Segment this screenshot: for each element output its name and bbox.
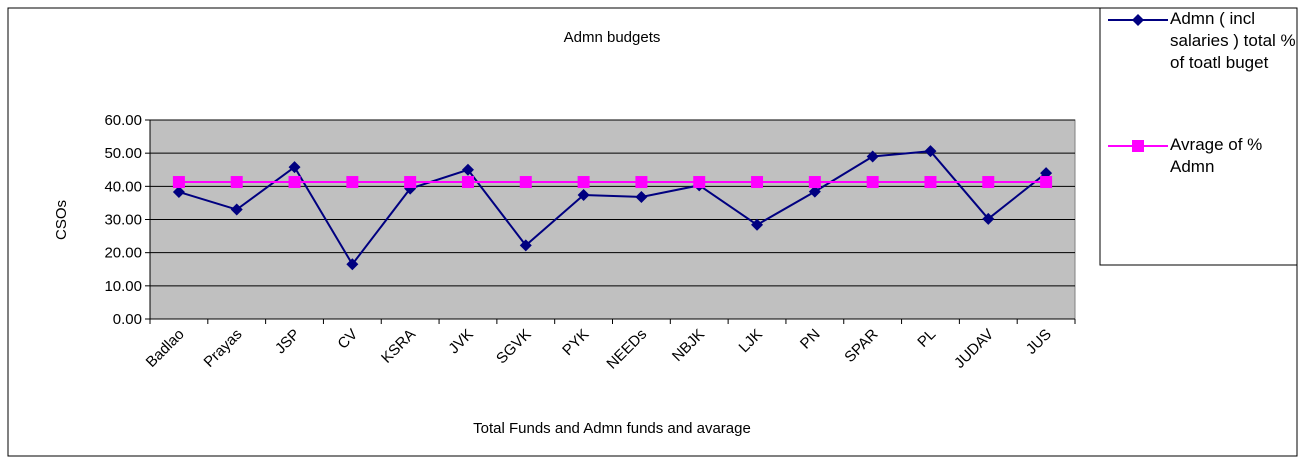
y-tick-label: 30.00	[104, 212, 142, 229]
data-point	[751, 176, 764, 189]
data-point	[808, 176, 821, 189]
data-point	[346, 258, 359, 271]
legend-label: Avrage of % Admn	[1170, 135, 1263, 176]
data-point	[230, 203, 243, 216]
data-point	[866, 150, 879, 163]
data-point	[982, 212, 995, 225]
y-tick-label: 20.00	[104, 245, 142, 262]
data-point	[461, 163, 474, 176]
y-tick-label: 40.00	[104, 178, 142, 195]
data-point	[461, 176, 474, 189]
data-point	[924, 176, 937, 189]
data-point	[172, 176, 185, 189]
legend-marker	[1132, 14, 1144, 26]
data-point	[519, 176, 532, 189]
data-point	[230, 176, 243, 189]
data-point	[924, 145, 937, 158]
y-axis-title: CSOs	[53, 200, 70, 240]
y-tick-label: 10.00	[104, 278, 142, 295]
y-tick-label: 60.00	[104, 112, 142, 129]
data-point	[404, 176, 417, 189]
legend-box	[1099, 7, 1298, 266]
data-point	[866, 176, 879, 189]
data-point	[693, 176, 706, 189]
data-point	[519, 239, 532, 252]
legend-marker	[1132, 140, 1144, 152]
legend-label: Admn ( incl salaries ) total % of toatl …	[1170, 9, 1296, 72]
data-point	[1040, 176, 1053, 189]
data-point	[635, 176, 648, 189]
data-point	[982, 176, 995, 189]
data-point	[635, 190, 648, 203]
data-point	[808, 185, 821, 198]
data-point	[288, 176, 301, 189]
data-point	[751, 218, 764, 231]
data-point	[288, 161, 301, 174]
y-tick-label: 0.00	[113, 311, 142, 328]
series-line	[178, 150, 1047, 267]
data-point	[172, 185, 185, 198]
data-point	[577, 176, 590, 189]
data-point	[577, 188, 590, 201]
chart-title: Admn budgets	[564, 29, 661, 46]
x-axis-title: Total Funds and Admn funds and avarage	[473, 420, 751, 437]
data-point	[346, 176, 359, 189]
y-tick-label: 50.00	[104, 145, 142, 162]
